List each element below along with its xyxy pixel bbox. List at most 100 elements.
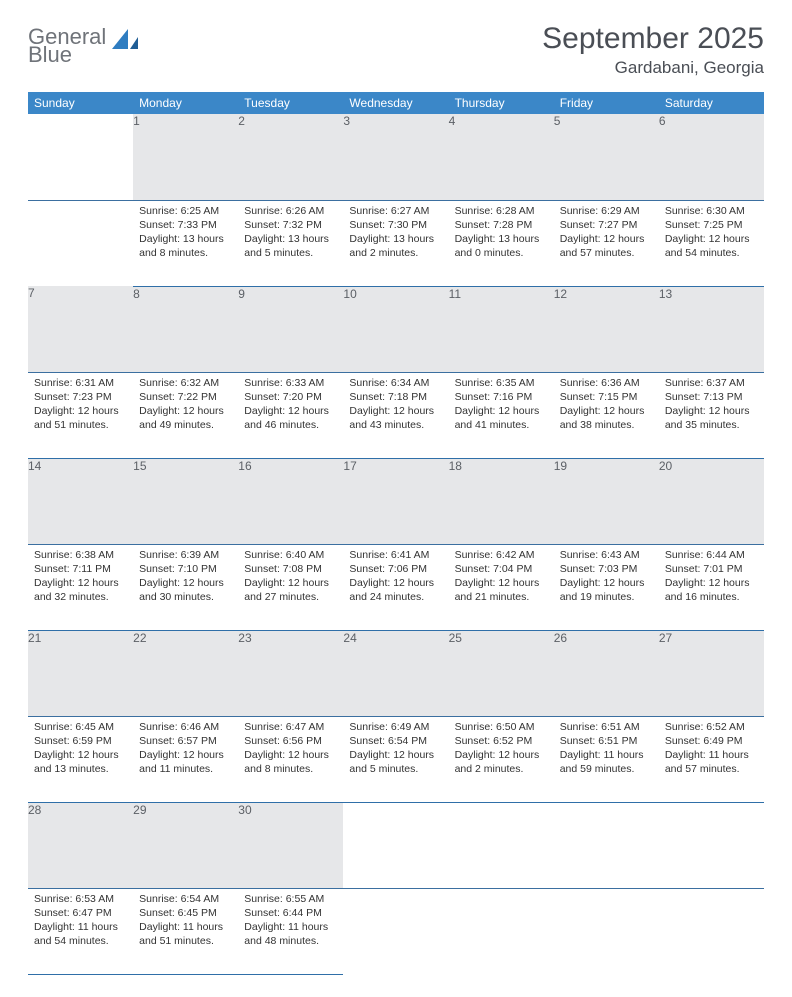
day-number: 17 [343, 458, 448, 544]
content-row: Sunrise: 6:31 AMSunset: 7:23 PMDaylight:… [28, 372, 764, 458]
day-cell: Sunrise: 6:30 AMSunset: 7:25 PMDaylight:… [659, 200, 764, 286]
day-line: Sunrise: 6:38 AM [34, 548, 127, 562]
day-cell-body [343, 889, 448, 896]
weekday-header: Tuesday [238, 92, 343, 114]
day-cell-body: Sunrise: 6:25 AMSunset: 7:33 PMDaylight:… [133, 201, 238, 265]
day-cell: Sunrise: 6:29 AMSunset: 7:27 PMDaylight:… [554, 200, 659, 286]
day-cell-body: Sunrise: 6:29 AMSunset: 7:27 PMDaylight:… [554, 201, 659, 265]
day-line: Sunset: 7:25 PM [665, 218, 758, 232]
day-cell-body: Sunrise: 6:38 AMSunset: 7:11 PMDaylight:… [28, 545, 133, 609]
day-line: Sunrise: 6:36 AM [560, 376, 653, 390]
day-cell-body: Sunrise: 6:36 AMSunset: 7:15 PMDaylight:… [554, 373, 659, 437]
day-number: 10 [343, 286, 448, 372]
weekday-header: Wednesday [343, 92, 448, 114]
day-line: Daylight: 11 hours and 48 minutes. [244, 920, 337, 948]
day-line: Sunset: 6:56 PM [244, 734, 337, 748]
day-line: Daylight: 12 hours and 38 minutes. [560, 404, 653, 432]
day-line: Sunset: 6:51 PM [560, 734, 653, 748]
day-line: Daylight: 11 hours and 51 minutes. [139, 920, 232, 948]
daynum-row: 21222324252627 [28, 630, 764, 716]
day-number: 25 [449, 630, 554, 716]
day-cell: Sunrise: 6:45 AMSunset: 6:59 PMDaylight:… [28, 716, 133, 802]
day-number: 11 [449, 286, 554, 372]
day-line: Sunset: 7:13 PM [665, 390, 758, 404]
day-line: Daylight: 12 hours and 21 minutes. [455, 576, 548, 604]
day-cell: Sunrise: 6:46 AMSunset: 6:57 PMDaylight:… [133, 716, 238, 802]
day-line: Sunset: 6:59 PM [34, 734, 127, 748]
day-cell: Sunrise: 6:25 AMSunset: 7:33 PMDaylight:… [133, 200, 238, 286]
day-number [343, 802, 448, 888]
day-line: Sunrise: 6:50 AM [455, 720, 548, 734]
day-line: Daylight: 13 hours and 5 minutes. [244, 232, 337, 260]
day-line: Daylight: 13 hours and 8 minutes. [139, 232, 232, 260]
weekday-header: Thursday [449, 92, 554, 114]
day-line: Sunset: 7:04 PM [455, 562, 548, 576]
day-line: Sunrise: 6:55 AM [244, 892, 337, 906]
day-number: 4 [449, 114, 554, 200]
day-line: Sunset: 7:10 PM [139, 562, 232, 576]
day-line: Sunset: 7:22 PM [139, 390, 232, 404]
day-line: Sunrise: 6:37 AM [665, 376, 758, 390]
day-line: Daylight: 11 hours and 59 minutes. [560, 748, 653, 776]
day-cell: Sunrise: 6:41 AMSunset: 7:06 PMDaylight:… [343, 544, 448, 630]
day-line: Sunrise: 6:34 AM [349, 376, 442, 390]
weekday-header-row: Sunday Monday Tuesday Wednesday Thursday… [28, 92, 764, 114]
day-number [659, 802, 764, 888]
day-line: Sunset: 7:18 PM [349, 390, 442, 404]
day-line: Sunrise: 6:49 AM [349, 720, 442, 734]
day-line: Daylight: 12 hours and 2 minutes. [455, 748, 548, 776]
day-line: Sunset: 6:49 PM [665, 734, 758, 748]
day-number: 27 [659, 630, 764, 716]
day-line: Sunrise: 6:35 AM [455, 376, 548, 390]
day-cell: Sunrise: 6:31 AMSunset: 7:23 PMDaylight:… [28, 372, 133, 458]
day-number: 20 [659, 458, 764, 544]
day-cell-body: Sunrise: 6:45 AMSunset: 6:59 PMDaylight:… [28, 717, 133, 781]
day-line: Sunrise: 6:43 AM [560, 548, 653, 562]
day-number: 13 [659, 286, 764, 372]
day-line: Sunset: 7:11 PM [34, 562, 127, 576]
day-cell: Sunrise: 6:49 AMSunset: 6:54 PMDaylight:… [343, 716, 448, 802]
title-block: September 2025 Gardabani, Georgia [542, 22, 764, 78]
day-line: Sunrise: 6:47 AM [244, 720, 337, 734]
day-number: 5 [554, 114, 659, 200]
day-line: Daylight: 12 hours and 5 minutes. [349, 748, 442, 776]
day-cell: Sunrise: 6:42 AMSunset: 7:04 PMDaylight:… [449, 544, 554, 630]
day-cell: Sunrise: 6:38 AMSunset: 7:11 PMDaylight:… [28, 544, 133, 630]
day-cell-body: Sunrise: 6:43 AMSunset: 7:03 PMDaylight:… [554, 545, 659, 609]
day-line: Sunset: 7:16 PM [455, 390, 548, 404]
day-line: Sunrise: 6:25 AM [139, 204, 232, 218]
day-line: Sunset: 6:57 PM [139, 734, 232, 748]
day-line: Sunset: 7:03 PM [560, 562, 653, 576]
day-line: Sunset: 6:54 PM [349, 734, 442, 748]
day-cell-body: Sunrise: 6:46 AMSunset: 6:57 PMDaylight:… [133, 717, 238, 781]
day-cell-body: Sunrise: 6:44 AMSunset: 7:01 PMDaylight:… [659, 545, 764, 609]
day-line: Sunrise: 6:26 AM [244, 204, 337, 218]
day-cell-body: Sunrise: 6:37 AMSunset: 7:13 PMDaylight:… [659, 373, 764, 437]
day-line: Daylight: 12 hours and 30 minutes. [139, 576, 232, 604]
day-cell: Sunrise: 6:35 AMSunset: 7:16 PMDaylight:… [449, 372, 554, 458]
day-cell: Sunrise: 6:52 AMSunset: 6:49 PMDaylight:… [659, 716, 764, 802]
day-cell [659, 888, 764, 974]
day-number [554, 802, 659, 888]
day-number: 6 [659, 114, 764, 200]
logo-text-block: General Blue [28, 26, 106, 66]
day-line: Sunrise: 6:32 AM [139, 376, 232, 390]
day-line: Daylight: 12 hours and 57 minutes. [560, 232, 653, 260]
day-cell-body: Sunrise: 6:49 AMSunset: 6:54 PMDaylight:… [343, 717, 448, 781]
day-line: Daylight: 12 hours and 19 minutes. [560, 576, 653, 604]
day-cell [554, 888, 659, 974]
day-cell-body: Sunrise: 6:50 AMSunset: 6:52 PMDaylight:… [449, 717, 554, 781]
day-number: 26 [554, 630, 659, 716]
header: General Blue September 2025 Gardabani, G… [28, 22, 764, 78]
day-line: Daylight: 12 hours and 43 minutes. [349, 404, 442, 432]
day-cell: Sunrise: 6:26 AMSunset: 7:32 PMDaylight:… [238, 200, 343, 286]
day-line: Sunset: 6:52 PM [455, 734, 548, 748]
day-number [28, 114, 133, 200]
day-cell: Sunrise: 6:40 AMSunset: 7:08 PMDaylight:… [238, 544, 343, 630]
day-line: Daylight: 13 hours and 2 minutes. [349, 232, 442, 260]
day-number: 19 [554, 458, 659, 544]
day-cell: Sunrise: 6:47 AMSunset: 6:56 PMDaylight:… [238, 716, 343, 802]
day-line: Daylight: 13 hours and 0 minutes. [455, 232, 548, 260]
day-cell-body: Sunrise: 6:31 AMSunset: 7:23 PMDaylight:… [28, 373, 133, 437]
day-number: 28 [28, 802, 133, 888]
